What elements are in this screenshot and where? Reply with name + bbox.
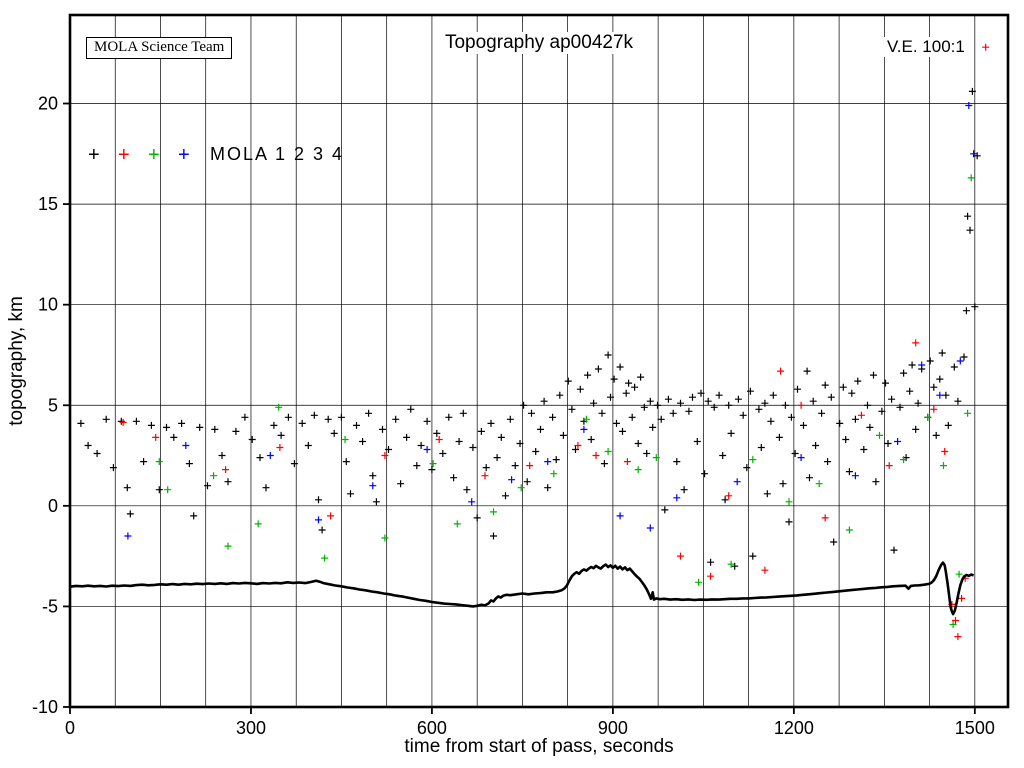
- x-axis-title: time from start of pass, seconds: [404, 736, 674, 757]
- plus-marker-mola4-icon: +: [178, 143, 190, 166]
- svg-text:1200: 1200: [774, 718, 814, 738]
- plus-marker-mola2-icon: +: [118, 143, 130, 166]
- svg-text:15: 15: [38, 194, 58, 214]
- vertical-exaggeration-label: V.E. 100:1: [884, 37, 968, 57]
- svg-text:0: 0: [48, 496, 58, 516]
- plus-marker-mola1-icon: +: [88, 143, 100, 166]
- chart-title: Topography ap00427k: [438, 32, 640, 54]
- svg-text:600: 600: [417, 718, 447, 738]
- legend: + + + + MOLA 1 2 3 4: [88, 144, 344, 165]
- science-team-badge: MOLA Science Team: [86, 37, 233, 59]
- svg-text:20: 20: [38, 94, 58, 114]
- svg-text:5: 5: [48, 395, 58, 415]
- y-axis-title: topography, km: [6, 296, 27, 426]
- svg-text:300: 300: [236, 718, 266, 738]
- plus-marker-mola3-icon: +: [148, 143, 160, 166]
- svg-text:-5: -5: [42, 596, 58, 616]
- svg-text:10: 10: [38, 295, 58, 315]
- svg-text:0: 0: [65, 718, 75, 738]
- svg-text:1500: 1500: [955, 718, 995, 738]
- svg-text:900: 900: [598, 718, 628, 738]
- svg-text:-10: -10: [32, 697, 58, 717]
- legend-label: MOLA 1 2 3 4: [210, 144, 345, 164]
